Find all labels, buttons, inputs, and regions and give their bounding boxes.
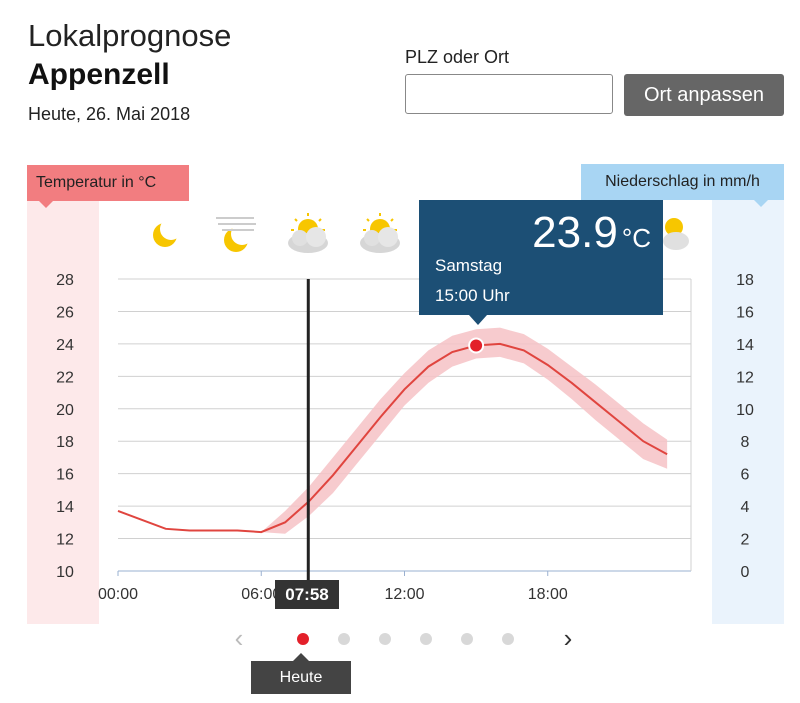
precipitation-axis-tag: Niederschlag in mm/h xyxy=(581,164,784,200)
location-name: Appenzell xyxy=(28,58,170,91)
tooltip-arrow xyxy=(469,315,487,325)
tooltip-temperature: 23.9 °C xyxy=(532,208,651,258)
y-tick-label-right: 2 xyxy=(741,532,750,549)
day-dot[interactable] xyxy=(379,633,391,645)
x-tick-label: 18:00 xyxy=(528,586,568,603)
today-label: Heute xyxy=(251,661,351,694)
y-tick-label-left: 10 xyxy=(56,564,74,581)
y-tick-label-right: 12 xyxy=(736,369,754,386)
precipitation-axis-panel xyxy=(712,198,784,624)
location-search-input[interactable] xyxy=(405,74,613,114)
y-tick-label-right: 16 xyxy=(736,304,754,321)
y-tick-label-left: 18 xyxy=(56,434,74,451)
weather-icons-row xyxy=(153,213,689,253)
tooltip-unit: °C xyxy=(621,223,651,253)
precipitation-tag-arrow xyxy=(753,199,769,207)
temperature-tooltip: 23.9 °C Samstag 15:00 Uhr xyxy=(419,200,663,315)
sun-cloud-icon xyxy=(360,213,400,253)
y-tick-label-left: 20 xyxy=(56,402,74,419)
temperature-line xyxy=(117,342,668,534)
current-time-badge: 07:58 xyxy=(275,580,339,609)
chart-plot xyxy=(117,279,668,581)
y-tick-label-left: 22 xyxy=(56,369,74,386)
location-search-label: PLZ oder Ort xyxy=(405,47,510,67)
moon-icon xyxy=(153,218,182,247)
y-tick-label-left: 24 xyxy=(56,337,74,354)
y-tick-label-right: 0 xyxy=(741,564,750,581)
moon-cloud-icon xyxy=(663,218,689,250)
x-tick-label: 06:00 xyxy=(241,586,281,603)
today-label-arrow xyxy=(293,653,309,661)
next-day-button[interactable]: › xyxy=(563,623,573,653)
y-tick-label-right: 18 xyxy=(736,272,754,289)
temperature-axis-panel xyxy=(27,198,99,624)
page-title: Lokalprognose xyxy=(28,18,232,53)
tooltip-day: Samstag xyxy=(435,256,503,275)
moon-fog-icon xyxy=(216,217,256,252)
temperature-tag-arrow xyxy=(38,200,54,208)
y-tick-label-left: 14 xyxy=(56,499,74,516)
y-tick-label-left: 28 xyxy=(56,272,74,289)
tooltip-value: 23.9 xyxy=(532,208,618,257)
day-dot[interactable] xyxy=(502,633,514,645)
confidence-band xyxy=(118,327,668,534)
x-tick-label: 00:00 xyxy=(98,586,138,603)
y-tick-label-left: 16 xyxy=(56,467,74,484)
tooltip-time: 15:00 Uhr xyxy=(435,286,510,305)
y-tick-label-right: 6 xyxy=(741,467,750,484)
y-tick-label-right: 14 xyxy=(736,337,754,354)
temperature-axis-tag: Temperatur in °C xyxy=(27,165,189,201)
day-dot[interactable] xyxy=(420,633,432,645)
sun-cloud-icon xyxy=(288,213,328,253)
y-tick-label-left: 12 xyxy=(56,532,74,549)
change-location-button[interactable]: Ort anpassen xyxy=(624,74,784,116)
x-tick-label: 12:00 xyxy=(384,586,424,603)
day-dot[interactable] xyxy=(338,633,350,645)
chart-ticks: 10 0 12 2 14 4 16 6 18 8 20 10 22 12 24 14 26 16 28 18 00:00… xyxy=(56,272,754,603)
y-tick-label-left: 26 xyxy=(56,304,74,321)
forecast-date: Heute, 26. Mai 2018 xyxy=(28,104,191,124)
y-tick-label-right: 10 xyxy=(736,402,754,419)
highlight-point xyxy=(468,337,485,354)
previous-day-button[interactable]: ‹ xyxy=(234,623,244,653)
y-tick-label-right: 8 xyxy=(741,434,750,451)
day-dot[interactable] xyxy=(461,633,473,645)
day-dot-active[interactable] xyxy=(297,633,309,645)
y-tick-label-right: 4 xyxy=(741,499,750,516)
